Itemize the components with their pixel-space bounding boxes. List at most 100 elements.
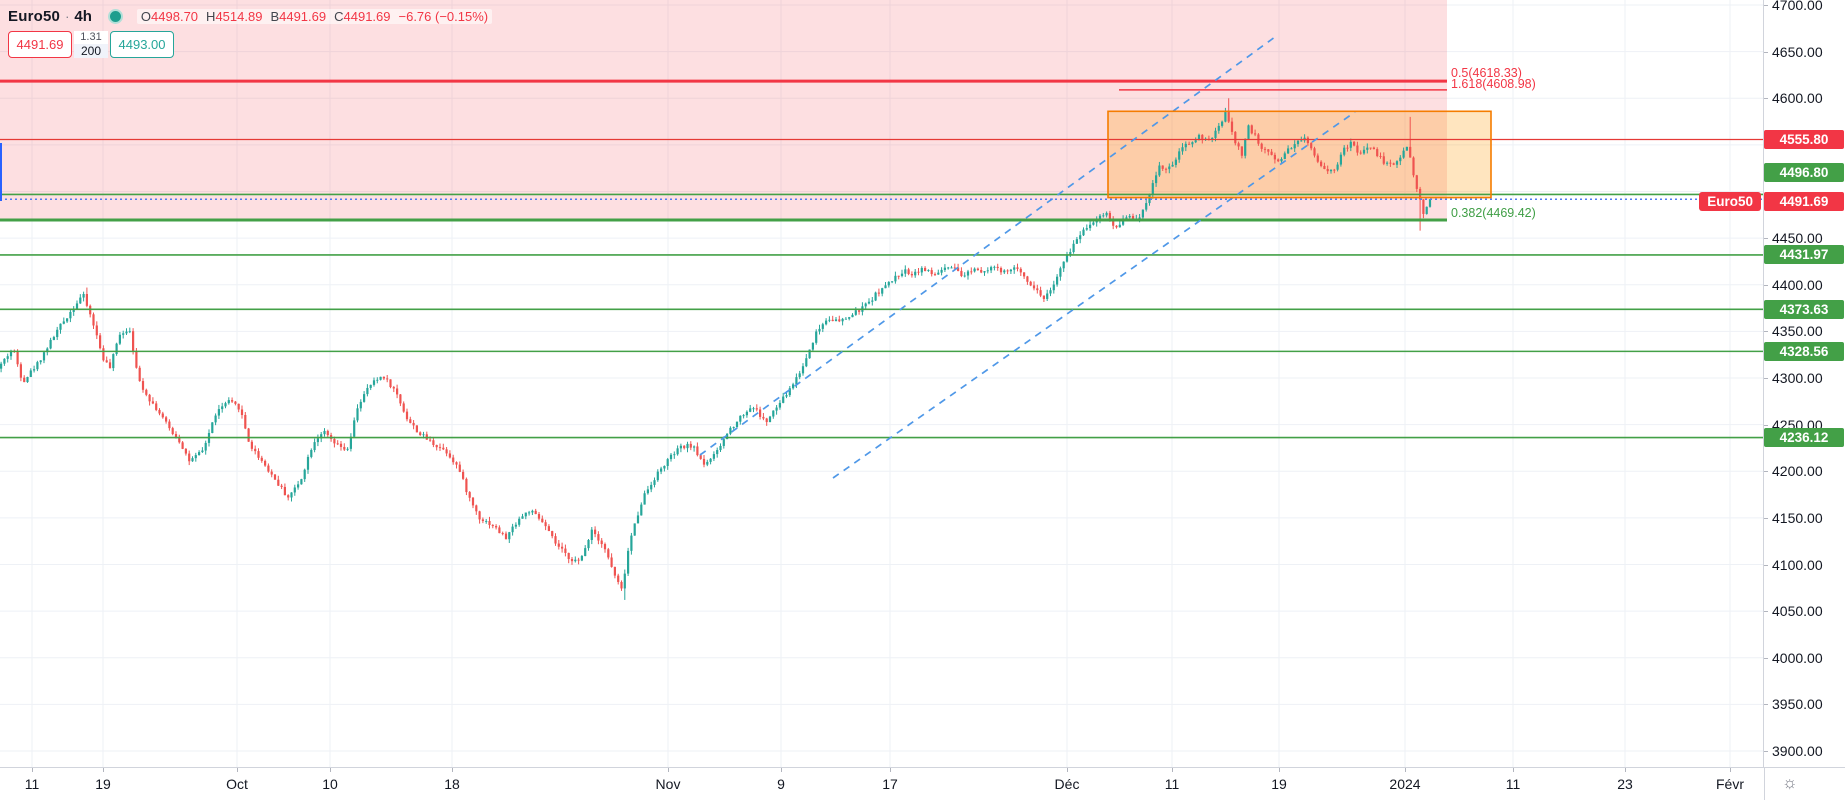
price-tick-mark xyxy=(1764,98,1768,100)
time-tick-mark xyxy=(1405,768,1406,772)
high-label: H xyxy=(206,8,216,24)
change-value: −6.76 (−0.15%) xyxy=(398,8,489,24)
price-tick-label: 4000.00 xyxy=(1772,649,1823,666)
price-alert-label: 4496.80 xyxy=(1764,162,1844,182)
price-tick-mark xyxy=(1764,657,1768,659)
fib-label-0-5[interactable]: 0.5(4618.33) xyxy=(1451,66,1522,80)
price-tick-label: 4700.00 xyxy=(1772,0,1823,13)
low-value: 4491.69 xyxy=(279,8,327,24)
time-tick-label: 2024 xyxy=(1389,776,1421,792)
time-tick-mark xyxy=(103,768,104,772)
time-axis[interactable]: ☼ 11 19 Oct 10 18 Nov 9 17 Déc 11 19 2024 11 23 Févr xyxy=(0,767,1845,800)
time-tick-mark xyxy=(1730,768,1731,772)
last-price-label: 4491.69 xyxy=(1764,191,1844,211)
price-tick-mark xyxy=(1764,704,1768,706)
buy-button[interactable]: 4493.00 xyxy=(110,31,174,58)
time-tick-mark xyxy=(1067,768,1068,772)
time-tick-mark xyxy=(781,768,782,772)
price-tick-mark xyxy=(1764,284,1768,286)
trend-channel-line xyxy=(699,36,1276,456)
spread-chip: 1.31 200 xyxy=(74,31,108,58)
time-tick-label: Nov xyxy=(655,776,681,792)
price-tick-mark xyxy=(1764,564,1768,566)
price-tick-label: 4200.00 xyxy=(1772,463,1823,480)
price-tick-mark xyxy=(1764,5,1768,6)
market-status-icon xyxy=(107,8,123,24)
time-tick-label: 11 xyxy=(1505,776,1521,792)
spread-value: 1.31 xyxy=(74,31,108,44)
time-tick-mark xyxy=(237,768,238,772)
time-tick-mark xyxy=(1172,768,1173,772)
price-tick-label: 4050.00 xyxy=(1772,603,1823,620)
time-tick-label: 18 xyxy=(444,776,460,792)
time-tick-label: 19 xyxy=(1271,776,1287,792)
candlestick-canvas[interactable] xyxy=(0,0,1845,767)
time-tick-mark xyxy=(330,768,331,772)
close-value: 4491.69 xyxy=(343,8,391,24)
price-alert-label: 4555.80 xyxy=(1764,129,1844,149)
price-tick-label: 3900.00 xyxy=(1772,743,1823,759)
chart-legend: Euro50 · 4h O 4498.70 H 4514.89 B 4491.69 C… xyxy=(8,5,493,58)
symbol-price-tag: Euro50 xyxy=(1699,191,1761,211)
time-tick-mark xyxy=(1513,768,1514,772)
time-tick-label: 19 xyxy=(95,776,111,792)
time-tick-label: 11 xyxy=(24,776,40,792)
sell-button[interactable]: 4491.69 xyxy=(8,31,72,58)
price-tick-label: 4600.00 xyxy=(1772,90,1823,107)
fib-zone xyxy=(0,0,1447,221)
time-tick-mark xyxy=(1279,768,1280,772)
price-alert-label: 4373.63 xyxy=(1764,299,1844,319)
fib-label-1-618[interactable]: 1.618(4608.98) xyxy=(1451,77,1536,91)
price-tick-mark xyxy=(1764,611,1768,613)
price-tick-label: 4650.00 xyxy=(1772,43,1823,60)
time-tick-label: Déc xyxy=(1054,776,1080,792)
time-tick-label: 23 xyxy=(1617,776,1633,792)
price-tick-mark xyxy=(1764,751,1768,752)
time-tick-label: 10 xyxy=(322,776,338,792)
price-tick-mark xyxy=(1764,331,1768,333)
open-label: O xyxy=(140,8,152,24)
price-tick-label: 4350.00 xyxy=(1772,323,1823,340)
symbol-name[interactable]: Euro50 xyxy=(8,7,61,25)
candles-layer xyxy=(0,98,1432,600)
price-tick-label: 4300.00 xyxy=(1772,370,1823,386)
price-tick-mark xyxy=(1764,471,1768,473)
high-value: 4514.89 xyxy=(215,8,263,24)
price-alert-label: 4328.56 xyxy=(1764,341,1844,361)
price-tick-mark xyxy=(1764,378,1768,379)
price-axis[interactable]: 4700.00 4650.00 4600.00 4450.00 4400.00 4350.… xyxy=(1763,0,1845,767)
time-tick-mark xyxy=(1625,768,1626,772)
price-tick-label: 3950.00 xyxy=(1772,696,1823,713)
time-tick-mark xyxy=(668,768,669,772)
trend-channel-line xyxy=(832,111,1356,479)
time-tick-mark xyxy=(32,768,33,772)
price-tick-mark xyxy=(1764,424,1768,426)
time-tick-label: 9 xyxy=(777,776,785,792)
price-tick-mark xyxy=(1764,517,1768,519)
range-box-fill xyxy=(1108,111,1491,198)
interval-label[interactable]: 4h xyxy=(74,7,92,25)
close-label: C xyxy=(334,8,344,24)
axis-settings-icon[interactable]: ☼ xyxy=(1782,773,1798,792)
low-label: B xyxy=(270,8,280,24)
ohlc-readout: O 4498.70 H 4514.89 B 4491.69 C 4491.69 −6.7… xyxy=(136,8,493,24)
range-box-border xyxy=(1107,110,1492,199)
price-tick-label: 4450.00 xyxy=(1772,230,1823,247)
price-tick-label: 4400.00 xyxy=(1772,276,1823,293)
price-alert-label: 4236.12 xyxy=(1764,428,1844,448)
time-tick-label: 17 xyxy=(882,776,898,792)
price-tick-label: 4100.00 xyxy=(1772,556,1823,573)
open-value: 4498.70 xyxy=(151,8,199,24)
price-tick-mark xyxy=(1764,51,1768,53)
price-tick-label: 4150.00 xyxy=(1772,509,1823,526)
time-tick-mark xyxy=(452,768,453,772)
time-tick-label: 11 xyxy=(1164,776,1180,792)
ma-period-value: 200 xyxy=(74,44,108,58)
price-alert-label: 4431.97 xyxy=(1764,245,1844,265)
time-tick-label: Févr xyxy=(1716,776,1744,792)
axis-corner-separator xyxy=(1764,768,1765,800)
time-tick-label: Oct xyxy=(226,776,248,792)
price-tick-mark xyxy=(1764,238,1768,240)
fib-label-0-382[interactable]: 0.382(4469.42) xyxy=(1451,206,1536,220)
